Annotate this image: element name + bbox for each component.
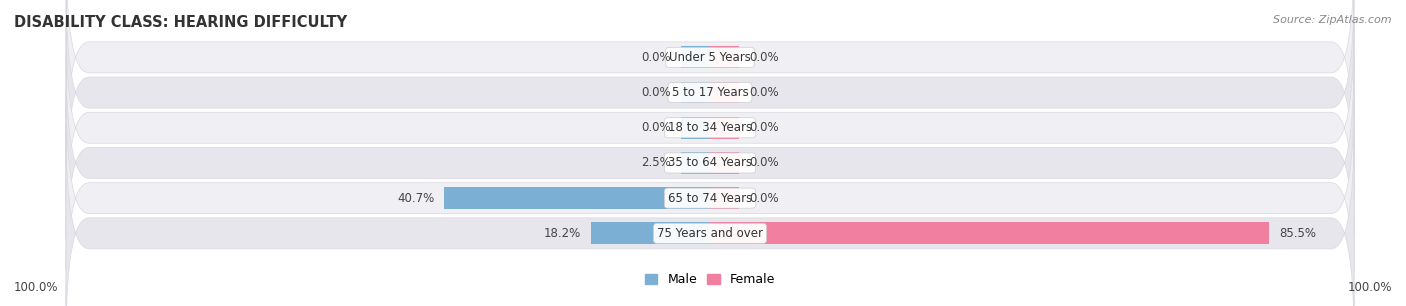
Text: 65 to 74 Years: 65 to 74 Years [668,192,752,205]
FancyBboxPatch shape [66,0,1354,200]
Text: 0.0%: 0.0% [749,121,779,134]
Text: 5 to 17 Years: 5 to 17 Years [672,86,748,99]
Text: 35 to 64 Years: 35 to 64 Years [668,156,752,170]
FancyBboxPatch shape [66,0,1354,165]
Text: 2.5%: 2.5% [641,156,671,170]
Bar [710,82,740,103]
Bar [591,222,710,244]
Bar [444,187,710,209]
Text: 85.5%: 85.5% [1279,227,1316,240]
Legend: Male, Female: Male, Female [640,268,780,291]
Text: Source: ZipAtlas.com: Source: ZipAtlas.com [1274,15,1392,25]
Bar [681,82,710,103]
Bar [710,117,740,139]
Bar [681,47,710,68]
Text: 40.7%: 40.7% [396,192,434,205]
FancyBboxPatch shape [66,55,1354,271]
Text: 100.0%: 100.0% [14,281,59,294]
Text: 0.0%: 0.0% [641,121,671,134]
Text: 0.0%: 0.0% [749,192,779,205]
FancyBboxPatch shape [66,126,1354,306]
Text: Under 5 Years: Under 5 Years [669,51,751,64]
Bar [681,117,710,139]
Text: 18.2%: 18.2% [544,227,581,240]
Bar [710,187,740,209]
FancyBboxPatch shape [66,20,1354,235]
Bar [681,152,710,174]
Text: 0.0%: 0.0% [641,86,671,99]
Bar [710,152,740,174]
Text: 0.0%: 0.0% [641,51,671,64]
Text: 0.0%: 0.0% [749,86,779,99]
Text: 18 to 34 Years: 18 to 34 Years [668,121,752,134]
Text: 75 Years and over: 75 Years and over [657,227,763,240]
FancyBboxPatch shape [66,91,1354,306]
Bar [710,222,1270,244]
Text: 0.0%: 0.0% [749,156,779,170]
Text: 100.0%: 100.0% [1347,281,1392,294]
Text: 0.0%: 0.0% [749,51,779,64]
Bar [710,47,740,68]
Text: DISABILITY CLASS: HEARING DIFFICULTY: DISABILITY CLASS: HEARING DIFFICULTY [14,15,347,30]
